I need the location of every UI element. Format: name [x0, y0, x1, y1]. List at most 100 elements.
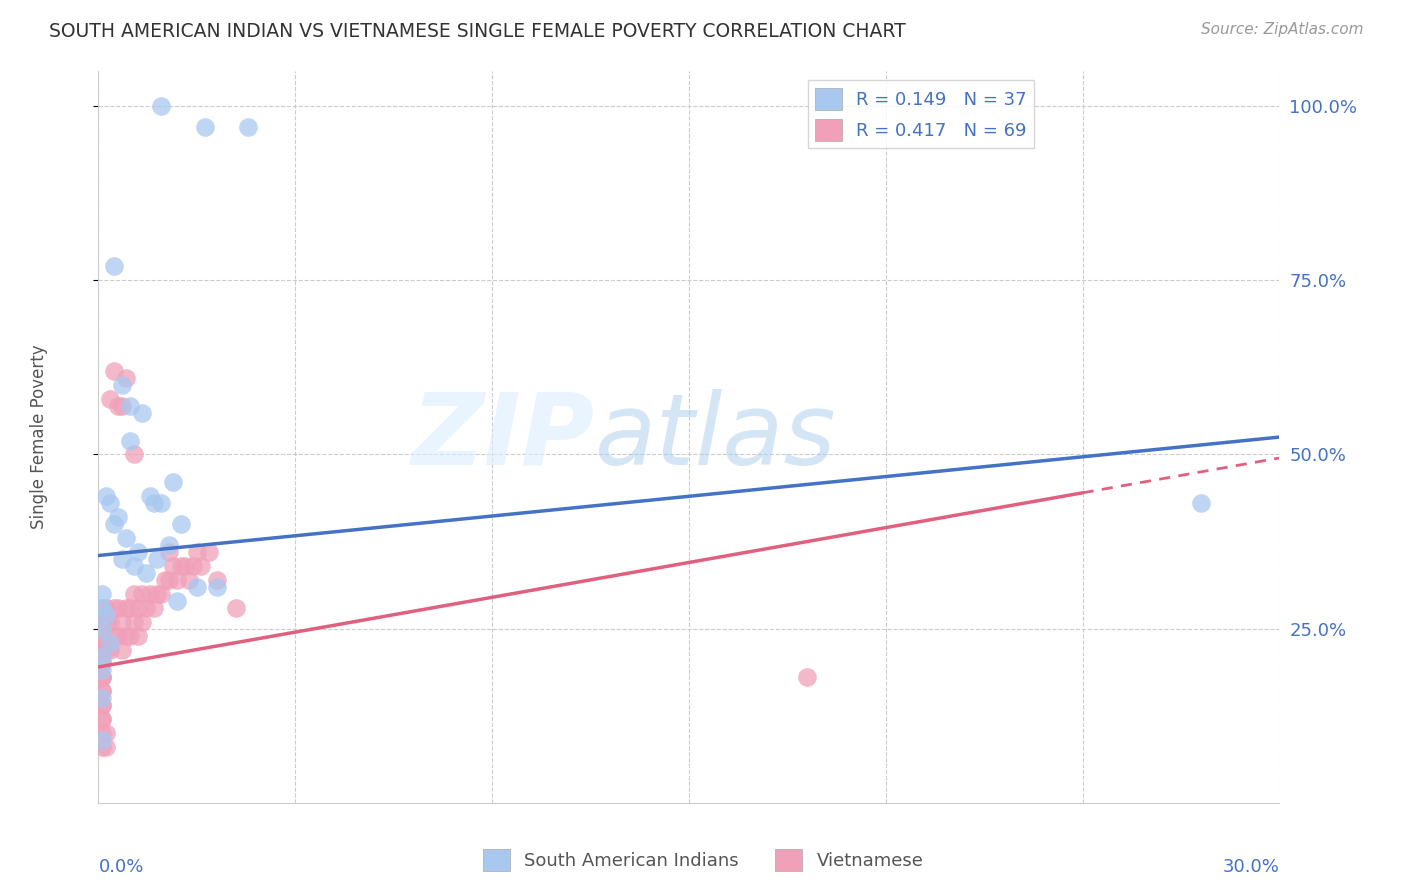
Point — [236, 120, 259, 134]
Point — [107, 629, 129, 643]
Point — [115, 371, 138, 385]
Point — [138, 587, 160, 601]
Point — [91, 684, 114, 698]
Text: atlas: atlas — [595, 389, 837, 485]
Point — [98, 615, 121, 629]
Text: Single Female Poverty: Single Female Poverty — [31, 345, 48, 529]
Point — [142, 496, 165, 510]
Text: Source: ZipAtlas.com: Source: ZipAtlas.com — [1201, 22, 1364, 37]
Point — [157, 538, 180, 552]
Point — [91, 622, 114, 636]
Point — [174, 558, 197, 573]
Point — [91, 615, 114, 629]
Legend: South American Indians, Vietnamese: South American Indians, Vietnamese — [475, 842, 931, 879]
Point — [142, 600, 165, 615]
Point — [91, 664, 114, 678]
Point — [107, 510, 129, 524]
Point — [107, 600, 129, 615]
Point — [107, 399, 129, 413]
Point — [166, 573, 188, 587]
Point — [91, 698, 114, 713]
Point — [190, 558, 212, 573]
Point — [177, 573, 200, 587]
Point — [91, 670, 114, 684]
Point — [146, 587, 169, 601]
Point — [98, 496, 121, 510]
Point — [91, 642, 114, 657]
Point — [91, 691, 114, 706]
Point — [170, 558, 193, 573]
Point — [131, 615, 153, 629]
Point — [225, 600, 247, 615]
Point — [170, 517, 193, 532]
Point — [91, 629, 114, 643]
Point — [162, 558, 184, 573]
Legend: R = 0.149   N = 37, R = 0.417   N = 69: R = 0.149 N = 37, R = 0.417 N = 69 — [807, 80, 1035, 148]
Text: 30.0%: 30.0% — [1223, 858, 1279, 876]
Point — [122, 587, 145, 601]
Point — [91, 615, 114, 629]
Point — [91, 600, 114, 615]
Point — [186, 580, 208, 594]
Point — [135, 600, 157, 615]
Point — [150, 587, 173, 601]
Point — [150, 99, 173, 113]
Point — [205, 580, 228, 594]
Point — [115, 600, 138, 615]
Point — [91, 726, 114, 740]
Point — [197, 545, 219, 559]
Point — [122, 558, 145, 573]
Point — [186, 545, 208, 559]
Point — [118, 600, 141, 615]
Point — [155, 573, 177, 587]
Point — [138, 489, 160, 503]
Point — [157, 573, 180, 587]
Point — [205, 573, 228, 587]
Point — [91, 649, 114, 664]
Point — [111, 552, 134, 566]
Text: 0.0%: 0.0% — [98, 858, 143, 876]
Point — [103, 600, 125, 615]
Point — [91, 670, 114, 684]
Point — [103, 364, 125, 378]
Point — [194, 120, 217, 134]
Point — [91, 629, 114, 643]
Point — [150, 496, 173, 510]
Point — [96, 726, 118, 740]
Point — [181, 558, 204, 573]
Point — [91, 587, 114, 601]
Point — [96, 489, 118, 503]
Point — [115, 629, 138, 643]
Point — [96, 642, 118, 657]
Text: ZIP: ZIP — [412, 389, 595, 485]
Point — [98, 392, 121, 406]
Point — [122, 615, 145, 629]
Point — [96, 600, 118, 615]
Point — [146, 552, 169, 566]
Point — [115, 531, 138, 545]
Point — [118, 434, 141, 448]
Point — [103, 260, 125, 274]
Point — [127, 629, 149, 643]
Point — [91, 740, 114, 755]
Point — [1189, 496, 1212, 510]
Point — [111, 377, 134, 392]
Point — [91, 698, 114, 713]
Point — [91, 600, 114, 615]
Point — [166, 594, 188, 608]
Point — [91, 684, 114, 698]
Point — [91, 670, 114, 684]
Point — [98, 642, 121, 657]
Point — [96, 607, 118, 622]
Point — [157, 545, 180, 559]
Point — [96, 615, 118, 629]
Point — [91, 712, 114, 726]
Point — [131, 406, 153, 420]
Point — [135, 566, 157, 580]
Point — [103, 517, 125, 532]
Point — [103, 629, 125, 643]
Point — [98, 635, 121, 649]
Point — [127, 600, 149, 615]
Point — [96, 740, 118, 755]
Point — [122, 448, 145, 462]
